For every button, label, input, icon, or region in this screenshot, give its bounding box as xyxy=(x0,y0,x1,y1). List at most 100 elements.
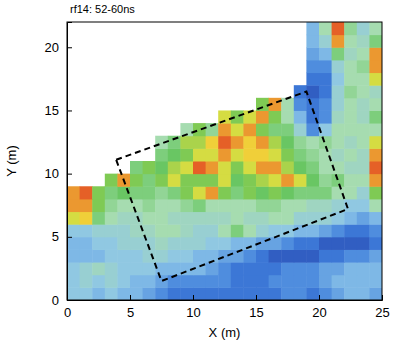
heat-cell xyxy=(180,287,193,300)
heat-cell xyxy=(80,212,93,225)
tick-mark xyxy=(67,237,72,238)
heat-cell xyxy=(369,123,382,136)
heat-cell xyxy=(281,212,294,225)
heat-cell xyxy=(344,73,357,86)
heat-cell xyxy=(319,98,332,111)
heat-cell xyxy=(369,237,382,250)
heat-cell xyxy=(357,224,370,237)
heat-cell xyxy=(306,174,319,187)
heat-cell xyxy=(294,174,307,187)
tick-label: 5 xyxy=(52,229,59,244)
tick-label: 10 xyxy=(186,305,200,320)
heat-cell xyxy=(256,249,269,262)
heat-cell xyxy=(155,161,168,174)
heat-cell xyxy=(243,275,256,288)
heat-cell xyxy=(155,148,168,161)
heat-cell xyxy=(117,212,130,225)
heat-cell xyxy=(306,199,319,212)
tick-mark xyxy=(130,295,131,300)
heat-cell xyxy=(332,186,345,199)
x-axis-title: X (m) xyxy=(209,325,241,340)
heat-cell xyxy=(105,237,118,250)
heat-cell xyxy=(332,262,345,275)
heat-cell xyxy=(243,287,256,300)
heat-cell xyxy=(369,110,382,123)
heat-cell xyxy=(306,148,319,161)
heat-cell xyxy=(143,199,156,212)
heat-cell xyxy=(231,237,244,250)
tick-label: 15 xyxy=(249,305,263,320)
heat-cell xyxy=(269,123,282,136)
heat-cell xyxy=(155,186,168,199)
heat-cell xyxy=(269,110,282,123)
heat-cell xyxy=(143,249,156,262)
heat-cell xyxy=(269,224,282,237)
heat-cell xyxy=(256,123,269,136)
heat-cell xyxy=(319,85,332,98)
heat-cell xyxy=(231,199,244,212)
heat-cell xyxy=(319,47,332,60)
heat-cell xyxy=(369,85,382,98)
heat-cell xyxy=(180,199,193,212)
heat-cell xyxy=(243,224,256,237)
tick-mark xyxy=(67,174,72,175)
heat-cell xyxy=(306,262,319,275)
heat-cell xyxy=(180,148,193,161)
heat-cell xyxy=(218,148,231,161)
heat-cell xyxy=(92,249,105,262)
heat-cell xyxy=(155,237,168,250)
tick: 0 xyxy=(52,293,72,308)
heat-cell xyxy=(130,212,143,225)
heat-cell xyxy=(155,287,168,300)
tick-label: 15 xyxy=(45,103,59,118)
heat-cell xyxy=(344,224,357,237)
heat-cell xyxy=(294,186,307,199)
heat-cell xyxy=(319,22,332,35)
heat-cell xyxy=(206,186,219,199)
heat-cell xyxy=(143,186,156,199)
heat-cell xyxy=(306,22,319,35)
heat-cell xyxy=(294,287,307,300)
heat-cell xyxy=(357,35,370,48)
heat-cell xyxy=(206,161,219,174)
heat-cell xyxy=(269,174,282,187)
heat-cell xyxy=(369,275,382,288)
heat-cell xyxy=(344,136,357,149)
heat-cell xyxy=(357,275,370,288)
heat-cell xyxy=(369,224,382,237)
heat-cell xyxy=(193,249,206,262)
heat-cell xyxy=(306,237,319,250)
heat-cell xyxy=(332,174,345,187)
heat-cell xyxy=(294,161,307,174)
heat-cell xyxy=(357,161,370,174)
heat-cell xyxy=(243,212,256,225)
heat-cell xyxy=(319,287,332,300)
heat-cell xyxy=(155,174,168,187)
heat-cell xyxy=(143,262,156,275)
heat-cell xyxy=(105,212,118,225)
heat-cell xyxy=(332,98,345,111)
heat-cell xyxy=(67,262,80,275)
heat-cell xyxy=(105,186,118,199)
dashed-outline xyxy=(116,92,348,282)
heat-cell xyxy=(332,85,345,98)
heat-cell xyxy=(218,136,231,149)
heat-cell xyxy=(332,123,345,136)
heat-cell xyxy=(193,186,206,199)
heat-cell xyxy=(357,85,370,98)
tick: 25 xyxy=(375,295,389,320)
heat-cell xyxy=(344,237,357,250)
heat-cell xyxy=(193,224,206,237)
heat-cell xyxy=(231,174,244,187)
tick-mark xyxy=(382,295,383,300)
heat-cell xyxy=(168,161,181,174)
heat-cell xyxy=(369,22,382,35)
heat-cell xyxy=(80,186,93,199)
heat-cell xyxy=(243,161,256,174)
heat-cell xyxy=(281,136,294,149)
heat-cell xyxy=(269,237,282,250)
tick-label: 20 xyxy=(45,40,59,55)
heat-cell xyxy=(231,186,244,199)
heat-cell xyxy=(357,123,370,136)
heat-cell xyxy=(168,212,181,225)
